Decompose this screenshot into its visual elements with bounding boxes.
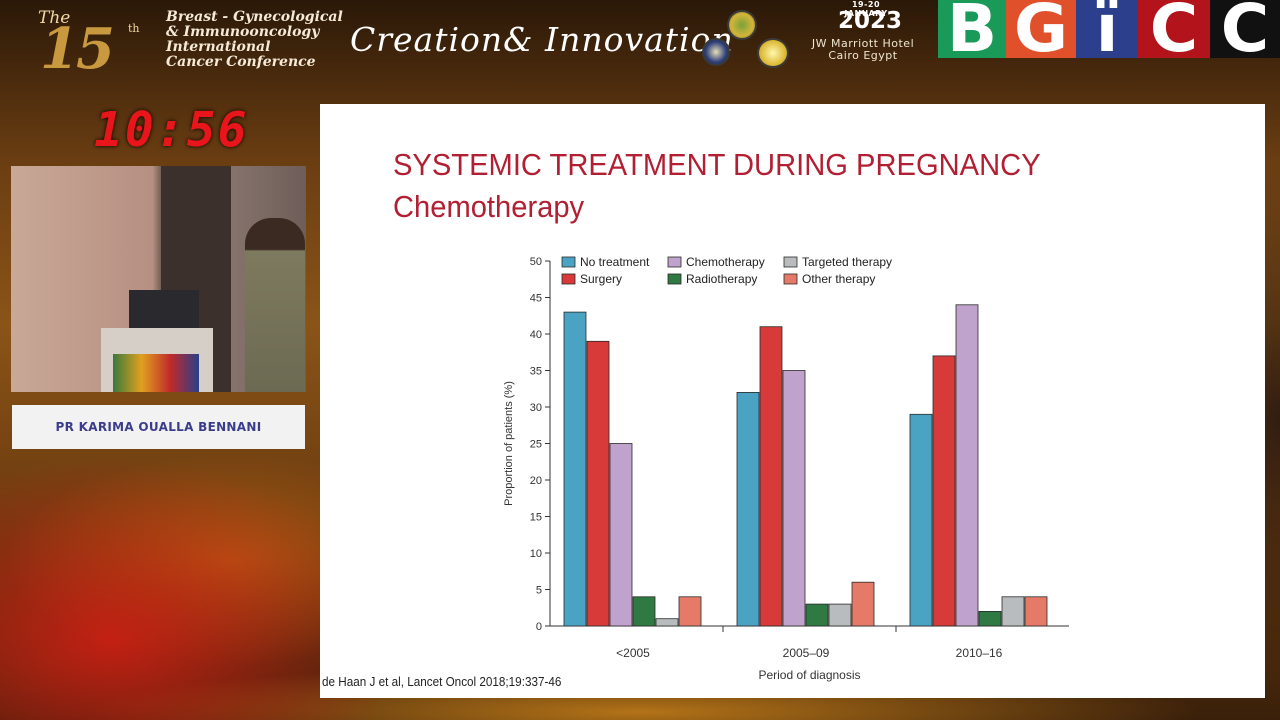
conference-name-line: International	[166, 39, 271, 55]
bar	[909, 413, 933, 627]
bar	[955, 304, 979, 627]
conference-name-line: & Immunooncology	[166, 24, 320, 40]
legend-swatch	[561, 273, 576, 285]
conference-tagline: Creation& Innovation	[350, 20, 734, 59]
conference-name: Breast - Gynecological & Immunooncology …	[166, 10, 348, 70]
slide-subtitle: Chemotherapy	[393, 189, 585, 224]
conference-name-line: Breast - Gynecological	[166, 9, 343, 25]
bar	[586, 340, 610, 627]
conference-dates: 19-20 JANUARY	[844, 0, 888, 18]
legend-swatch	[667, 273, 682, 285]
bar-chart: 0 5 10 15 20 25 30 35 40 45 50 <2005 2005–09 2010–16 P…	[503, 255, 1069, 682]
legend-label: Other therapy	[802, 272, 875, 286]
brand-letter: G	[1006, 0, 1076, 58]
x-tick-label: 2010–16	[956, 646, 1003, 660]
bar	[1001, 596, 1025, 627]
bar	[805, 603, 829, 627]
bar	[632, 596, 656, 627]
video-speaker	[245, 218, 305, 392]
x-tick-label: 2005–09	[783, 646, 830, 660]
slide-title: SYSTEMIC TREATMENT DURING PREGNANCY	[393, 147, 1041, 182]
legend-label: Radiotherapy	[686, 272, 757, 286]
y-tick-label: 45	[530, 293, 542, 305]
bar	[828, 603, 852, 627]
y-tick-label: 5	[536, 585, 542, 597]
bar	[851, 581, 875, 627]
conference-banner: The 15 th Breast - Gynecological & Immun…	[0, 0, 1280, 92]
y-tick-label: 15	[530, 512, 542, 524]
legend-swatch	[783, 273, 798, 285]
legend-swatch	[783, 256, 798, 268]
bar	[563, 311, 587, 627]
venue-city: Cairo Egypt	[828, 49, 898, 62]
y-tick-label: 0	[536, 621, 542, 633]
bar	[1024, 596, 1048, 627]
bar	[609, 443, 633, 627]
legend-swatch	[667, 256, 682, 268]
conference-name-line: Cancer Conference	[166, 54, 316, 70]
brand-letter: C	[1210, 0, 1280, 58]
slide-citation: de Haan J et al, Lancet Oncol 2018;19:33…	[322, 674, 562, 689]
conference-year: 2023	[838, 8, 903, 34]
y-axis-label: Proportion of patients (%)	[503, 381, 515, 506]
bar	[678, 596, 702, 627]
y-tick-label: 50	[530, 256, 542, 268]
university-seal-icon	[702, 38, 730, 66]
bar	[655, 618, 679, 627]
video-laptop	[129, 290, 199, 328]
legend-label: No treatment	[580, 255, 650, 269]
speaker-name: PR KARIMA OUALLA BENNANI	[55, 420, 262, 434]
session-clock: 10:56	[94, 102, 249, 158]
speaker-video	[11, 166, 306, 392]
bgicc-logo: B G ï C C	[938, 0, 1280, 58]
bar	[736, 391, 760, 627]
legend-swatch	[561, 256, 576, 268]
x-tick-label: <2005	[616, 646, 650, 660]
y-tick-label: 25	[530, 439, 542, 451]
association-seal-icon	[757, 38, 789, 68]
brand-letter: B	[938, 0, 1006, 58]
legend-label: Surgery	[580, 272, 622, 286]
venue-hotel: JW Marriott Hotel	[811, 37, 915, 50]
edition-the: The	[38, 8, 71, 28]
edition-suffix: th	[128, 22, 140, 35]
legend-label: Chemotherapy	[686, 255, 765, 269]
y-tick-label: 40	[530, 329, 542, 341]
bar	[782, 370, 806, 627]
y-tick-label: 30	[530, 402, 542, 414]
y-tick-label: 10	[530, 548, 542, 560]
speaker-name-plate: PR KARIMA OUALLA BENNANI	[12, 405, 305, 449]
y-tick-label: 35	[530, 366, 542, 378]
y-tick-label: 20	[530, 475, 542, 487]
bar	[932, 355, 956, 627]
bar	[978, 610, 1002, 627]
conference-venue: JW Marriott Hotel Cairo Egypt	[798, 38, 928, 62]
edition-logo: The 15 th	[36, 8, 146, 82]
society-seal-icon	[727, 10, 757, 40]
x-axis-label: Period of diagnosis	[758, 668, 860, 682]
brand-letter: C	[1138, 0, 1210, 58]
edition-number: 15	[40, 16, 115, 82]
brand-letter: ï	[1076, 0, 1138, 58]
video-podium-screen	[113, 354, 199, 392]
presentation-slide: SYSTEMIC TREATMENT DURING PREGNANCY Chem…	[320, 104, 1265, 698]
legend-label: Targeted therapy	[802, 255, 892, 269]
bar	[759, 326, 783, 627]
